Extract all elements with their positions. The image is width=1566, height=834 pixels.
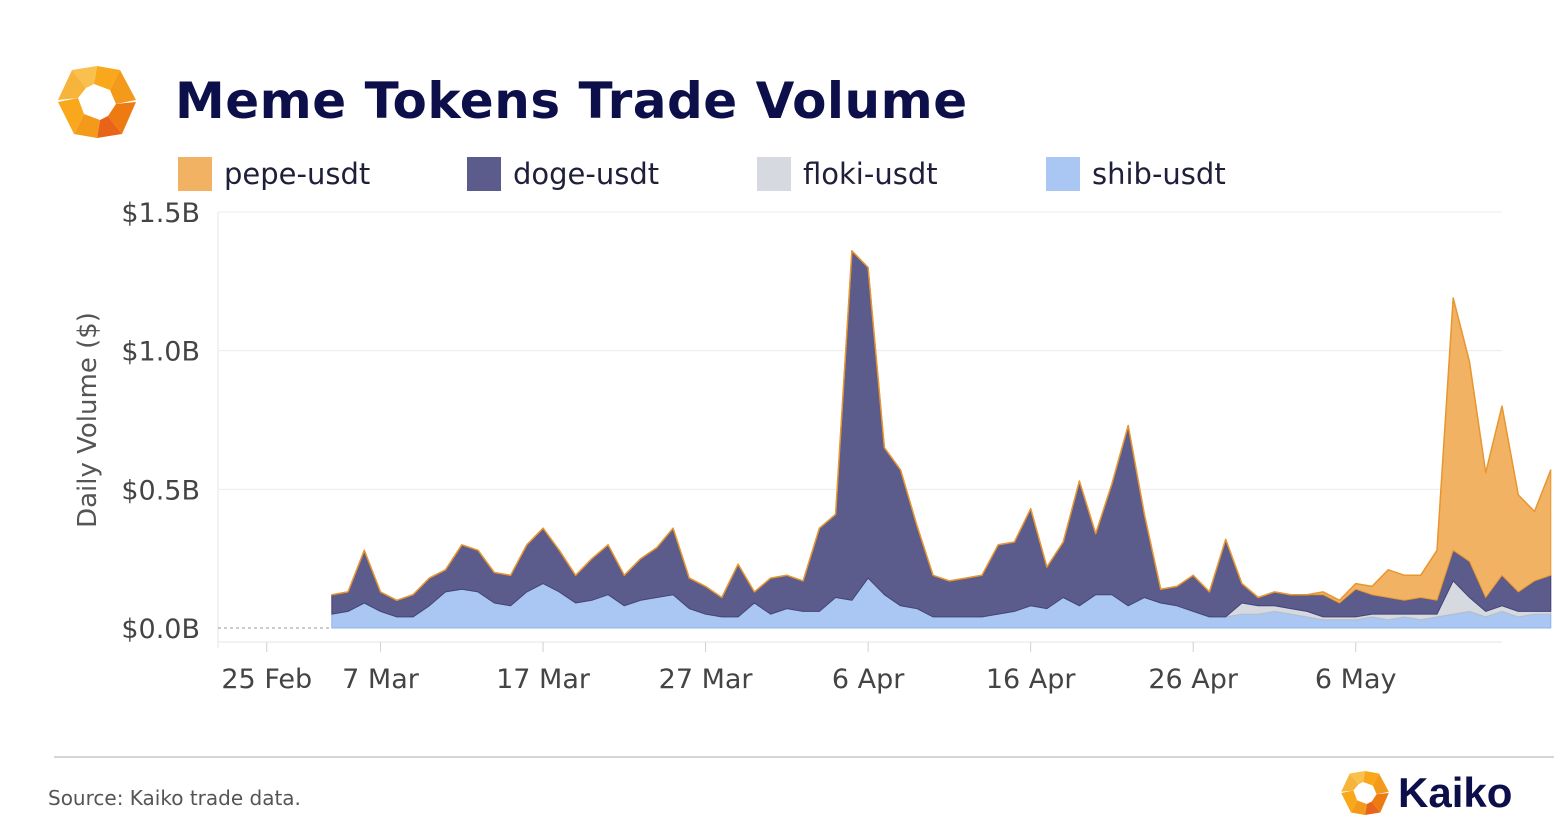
kaiko-brand-icon [1341, 771, 1389, 815]
footer-divider [54, 756, 1554, 758]
kaiko-logo-icon [58, 66, 136, 138]
legend-item-shib-usdt[interactable]: shib-usdt [1046, 156, 1226, 192]
legend-label-doge-usdt: doge-usdt [513, 157, 660, 191]
legend-label-pepe-usdt: pepe-usdt [224, 157, 371, 191]
x-tick-label: 26 Apr [1148, 664, 1239, 695]
legend-swatch-shib-usdt [1046, 157, 1080, 191]
legend-swatch-doge-usdt [467, 157, 501, 191]
x-tick-label: 7 Mar [342, 664, 420, 695]
legend-item-pepe-usdt[interactable]: pepe-usdt [178, 156, 370, 192]
legend-label-floki-usdt: floki-usdt [803, 157, 938, 191]
x-tick-label: 27 Mar [659, 664, 754, 695]
y-axis-title: Daily Volume ($) [73, 312, 103, 528]
area-layer [331, 250, 1552, 629]
chart-title: Meme Tokens Trade Volume [175, 72, 968, 130]
legend-swatch-floki-usdt [757, 157, 791, 191]
x-tick-label: 25 Feb [221, 664, 312, 695]
area-pepe-usdt [331, 250, 1552, 604]
x-tick-label: 16 Apr [986, 664, 1077, 695]
brand-name: Kaiko [1398, 769, 1513, 816]
legend-item-floki-usdt[interactable]: floki-usdt [757, 156, 938, 192]
legend-item-doge-usdt[interactable]: doge-usdt [467, 156, 659, 192]
stack-top-outline [331, 250, 1552, 602]
legend-swatch-pepe-usdt [178, 157, 212, 191]
footer-brand: Kaiko [1340, 768, 1512, 818]
source-note: Source: Kaiko trade data. [48, 786, 301, 810]
y-tick-label: $1.0B [121, 337, 200, 368]
y-tick-label: $0.5B [121, 475, 200, 506]
y-tick-label: $1.5B [121, 198, 200, 229]
area-doge-usdt [331, 250, 1552, 618]
x-tick-label: 6 Apr [832, 664, 905, 695]
x-tick-label: 6 May [1315, 664, 1397, 695]
legend-label-shib-usdt: shib-usdt [1092, 157, 1226, 191]
x-tick-label: 17 Mar [496, 664, 591, 695]
axis-layer: $0.0B $0.5B $1.0B $1.5B Daily Volume ($) 25 F… [73, 198, 1397, 695]
y-tick-label: $0.0B [121, 614, 200, 645]
